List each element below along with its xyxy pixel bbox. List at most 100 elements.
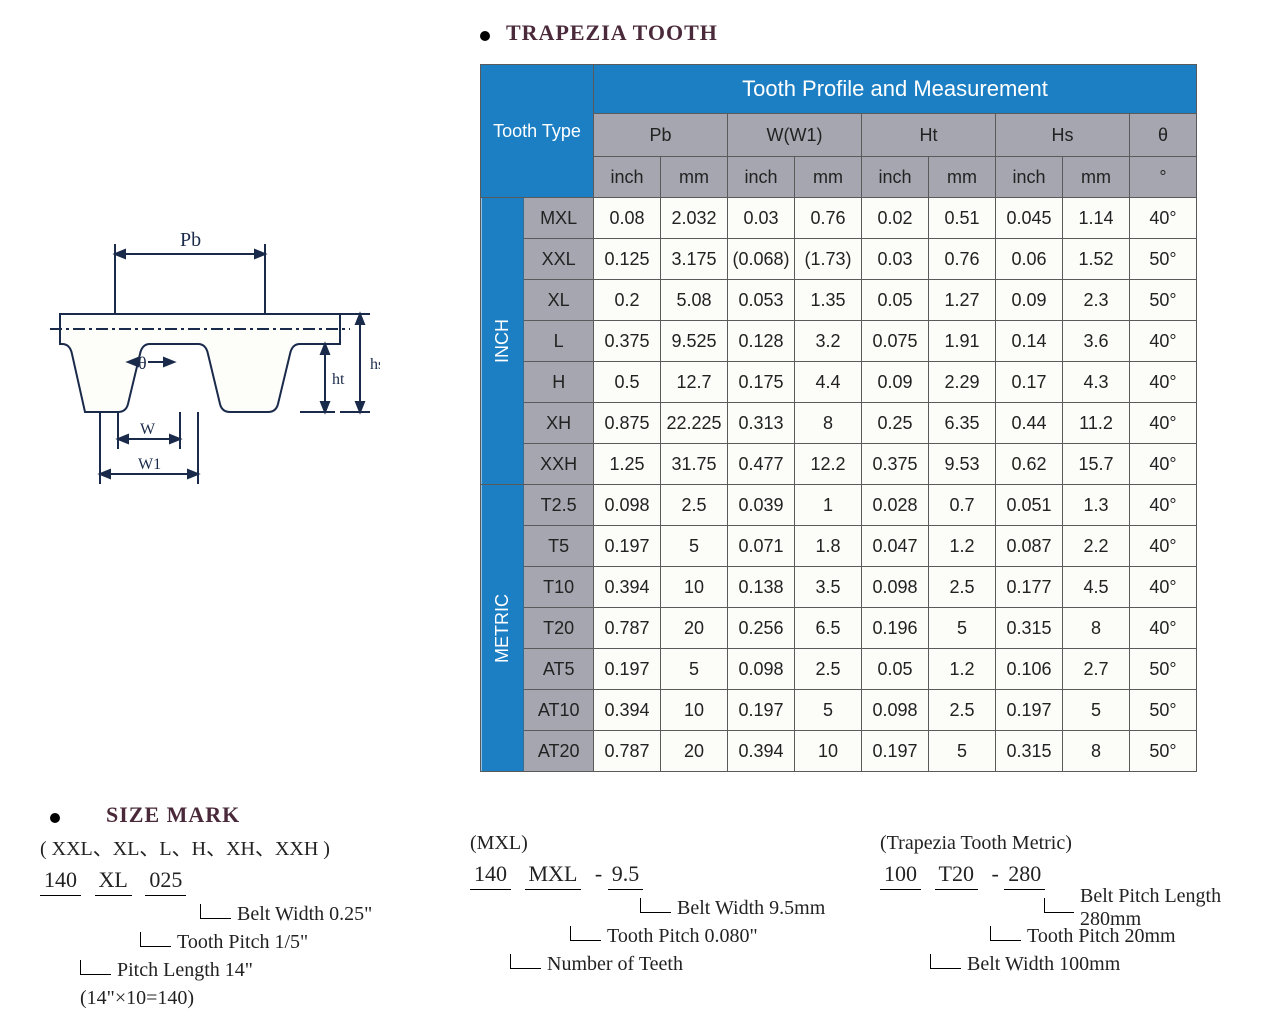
size-mark-explain: Tooth Pitch 0.080" — [607, 925, 758, 948]
table-cell: 0.09 — [862, 362, 929, 403]
table-cell: (1.73) — [795, 239, 862, 280]
table-cell: 2.5 — [929, 690, 996, 731]
size-mark-explain: Tooth Pitch 1/5" — [177, 931, 308, 954]
table-cell: 8 — [1063, 608, 1130, 649]
size-mark-explain: (14"×10=140) — [80, 987, 194, 1010]
table-cell: 0.071 — [728, 526, 795, 567]
table-cell: 0.039 — [728, 485, 795, 526]
table-cell: 0.76 — [795, 198, 862, 239]
size-mark-title: SIZE MARK — [106, 802, 240, 827]
table-cell: 10 — [795, 731, 862, 772]
th-col-Hs: Hs — [996, 114, 1130, 157]
table-cell: 0.06 — [996, 239, 1063, 280]
table-cell: 0.375 — [594, 321, 661, 362]
table-cell: 0.44 — [996, 403, 1063, 444]
table-cell: 0.51 — [929, 198, 996, 239]
table-cell: 40° — [1130, 526, 1197, 567]
row-label-T2.5: T2.5 — [524, 485, 594, 526]
table-cell: 0.053 — [728, 280, 795, 321]
table-cell: 0.315 — [996, 608, 1063, 649]
table-cell: 0.03 — [862, 239, 929, 280]
size-mark-heading: ( XXL、XL、L、H、XH、XXH ) — [40, 832, 420, 861]
table-cell: 40° — [1130, 362, 1197, 403]
row-label-T5: T5 — [524, 526, 594, 567]
main-title: TRAPEZIA TOOTH — [506, 20, 718, 46]
table-cell: 0.03 — [728, 198, 795, 239]
table-cell: 2.032 — [661, 198, 728, 239]
diagram-label-theta: θ — [138, 353, 147, 373]
table-cell: 5 — [929, 608, 996, 649]
th-col-theta: θ — [1130, 114, 1197, 157]
table-cell: 0.197 — [594, 526, 661, 567]
table-cell: 8 — [795, 403, 862, 444]
table-cell: 0.197 — [996, 690, 1063, 731]
row-label-XH: XH — [524, 403, 594, 444]
table-cell: 2.7 — [1063, 649, 1130, 690]
size-mark-explain: Belt Width 9.5mm — [677, 897, 825, 920]
th-unit: inch — [594, 157, 661, 198]
table-cell: 6.5 — [795, 608, 862, 649]
row-label-T20: T20 — [524, 608, 594, 649]
table-cell: 5.08 — [661, 280, 728, 321]
table-cell: 40° — [1130, 321, 1197, 362]
table-cell: 1.91 — [929, 321, 996, 362]
table-cell: 0.394 — [728, 731, 795, 772]
table-cell: 0.177 — [996, 567, 1063, 608]
th-unit: mm — [1063, 157, 1130, 198]
table-cell: 0.02 — [862, 198, 929, 239]
table-cell: 0.098 — [862, 690, 929, 731]
table-cell: 0.051 — [996, 485, 1063, 526]
table-cell: 0.138 — [728, 567, 795, 608]
table-cell: 0.256 — [728, 608, 795, 649]
row-label-MXL: MXL — [524, 198, 594, 239]
row-label-H: H — [524, 362, 594, 403]
table-cell: 0.477 — [728, 444, 795, 485]
table-cell: 0.313 — [728, 403, 795, 444]
table-cell: 0.196 — [862, 608, 929, 649]
table-cell: 0.098 — [862, 567, 929, 608]
table-cell: 50° — [1130, 280, 1197, 321]
table-cell: 0.62 — [996, 444, 1063, 485]
bullet-icon — [480, 31, 490, 41]
table-cell: 0.875 — [594, 403, 661, 444]
table-cell: 9.53 — [929, 444, 996, 485]
row-label-AT10: AT10 — [524, 690, 594, 731]
table-cell: 0.106 — [996, 649, 1063, 690]
table-cell: 8 — [1063, 731, 1130, 772]
tooth-diagram: Pb θ hs — [20, 64, 470, 772]
table-cell: 40° — [1130, 608, 1197, 649]
table-cell: 1.2 — [929, 526, 996, 567]
table-cell: 5 — [795, 690, 862, 731]
table-cell: 0.76 — [929, 239, 996, 280]
table-cell: 5 — [929, 731, 996, 772]
table-cell: 2.29 — [929, 362, 996, 403]
row-label-XL: XL — [524, 280, 594, 321]
table-cell: 22.225 — [661, 403, 728, 444]
row-label-T10: T10 — [524, 567, 594, 608]
spec-table: Tooth TypeTooth Profile and MeasurementP… — [480, 64, 1197, 772]
table-cell: 0.098 — [594, 485, 661, 526]
table-cell: 1.27 — [929, 280, 996, 321]
table-cell: 3.2 — [795, 321, 862, 362]
table-cell: 0.394 — [594, 690, 661, 731]
th-unit: inch — [862, 157, 929, 198]
diagram-label-w: W — [140, 421, 156, 438]
table-cell: 0.197 — [862, 731, 929, 772]
table-cell: 40° — [1130, 485, 1197, 526]
table-cell: 0.045 — [996, 198, 1063, 239]
table-cell: 1.35 — [795, 280, 862, 321]
size-mark-explain: Number of Teeth — [547, 953, 683, 976]
size-mark-code: 140 XL 025 — [40, 867, 420, 896]
table-cell: 5 — [661, 649, 728, 690]
table-cell: 5 — [1063, 690, 1130, 731]
th-unit: ° — [1130, 157, 1197, 198]
row-label-XXH: XXH — [524, 444, 594, 485]
diagram-label-w1: W1 — [138, 456, 161, 473]
th-unit: inch — [996, 157, 1063, 198]
table-cell: 40° — [1130, 567, 1197, 608]
table-cell: 0.09 — [996, 280, 1063, 321]
table-cell: 11.2 — [1063, 403, 1130, 444]
table-cell: 40° — [1130, 444, 1197, 485]
table-cell: 0.315 — [996, 731, 1063, 772]
row-label-AT5: AT5 — [524, 649, 594, 690]
